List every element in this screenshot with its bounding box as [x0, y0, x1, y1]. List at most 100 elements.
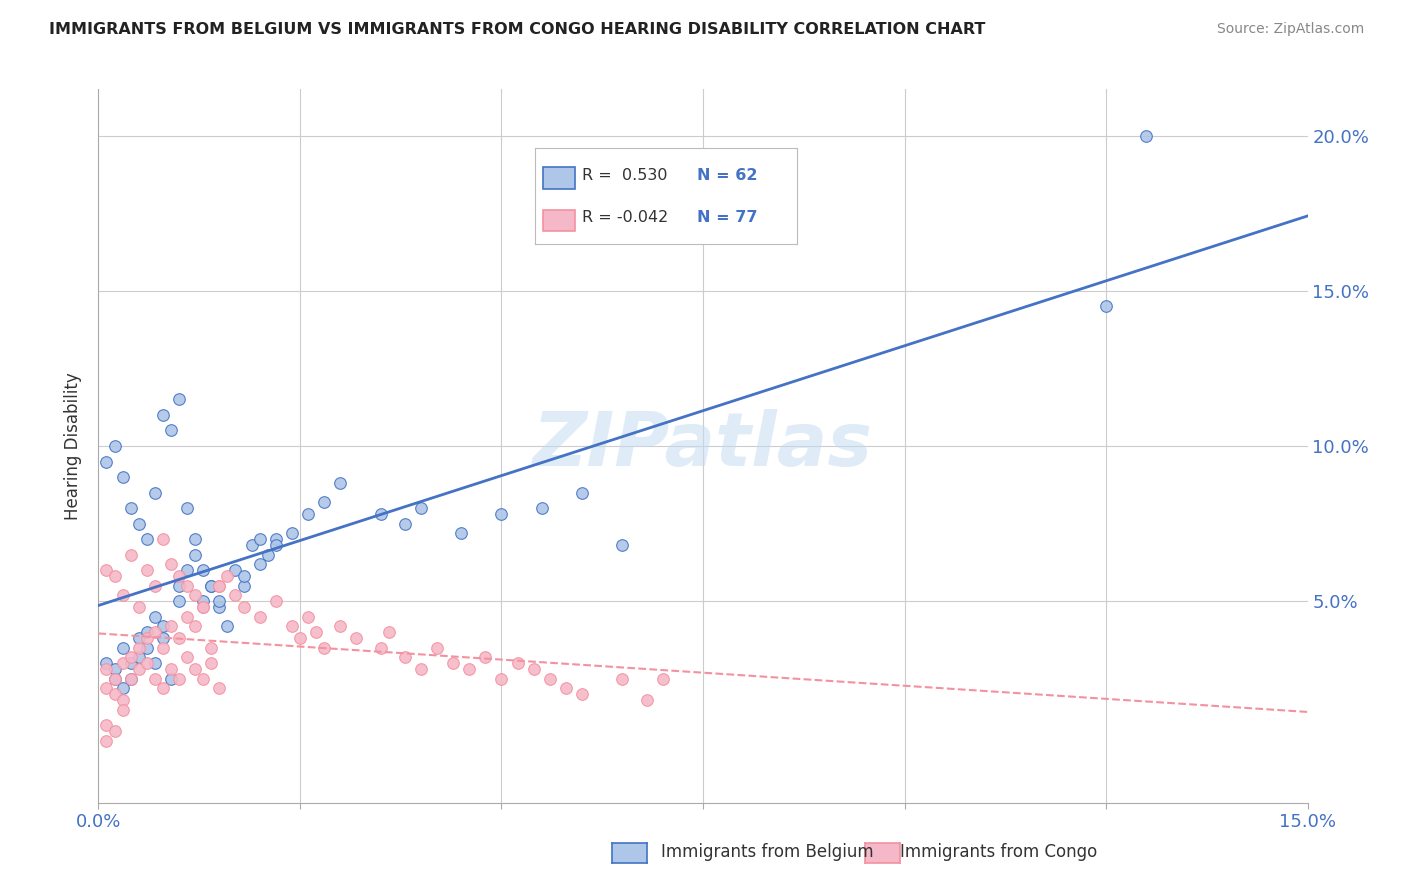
Point [571, 485, 593, 500]
Text: N = 62: N = 62 [697, 168, 758, 183]
Point [111, 470, 134, 484]
Point [167, 569, 190, 583]
Point [264, 538, 287, 552]
Point [394, 516, 416, 531]
Point [538, 672, 561, 686]
Point [208, 579, 231, 593]
Point [176, 609, 198, 624]
Point [96, 563, 118, 577]
Point [143, 656, 166, 670]
Text: R = -0.042: R = -0.042 [582, 210, 669, 225]
Text: Immigrants from Congo: Immigrants from Congo [900, 843, 1097, 861]
Point [160, 662, 183, 676]
Point [135, 632, 157, 646]
Text: R =  0.530: R = 0.530 [582, 168, 668, 183]
Point [111, 681, 134, 695]
Point [143, 609, 166, 624]
Point [249, 557, 271, 571]
Point [288, 632, 311, 646]
Point [426, 640, 449, 655]
Point [176, 501, 198, 516]
Point [143, 672, 166, 686]
Point [96, 681, 118, 695]
Point [176, 650, 198, 665]
Point [135, 532, 157, 546]
Point [193, 672, 215, 686]
Point [193, 594, 215, 608]
Point [523, 662, 546, 676]
FancyBboxPatch shape [543, 168, 575, 188]
Point [128, 632, 150, 646]
Point [96, 733, 118, 747]
Text: Immigrants from Belgium: Immigrants from Belgium [661, 843, 873, 861]
Point [256, 548, 278, 562]
Point [143, 579, 166, 593]
Point [152, 632, 174, 646]
Point [217, 619, 239, 633]
Point [120, 501, 142, 516]
Point [314, 640, 336, 655]
Point [249, 609, 271, 624]
Point [329, 619, 352, 633]
Point [377, 625, 399, 640]
Point [96, 656, 118, 670]
Point [96, 718, 118, 732]
Y-axis label: Hearing Disability: Hearing Disability [65, 372, 83, 520]
Point [143, 485, 166, 500]
Point [111, 703, 134, 717]
Point [370, 508, 392, 522]
Point [167, 672, 190, 686]
Point [111, 693, 134, 707]
Point [200, 640, 222, 655]
Point [128, 640, 150, 655]
FancyBboxPatch shape [543, 210, 575, 231]
Point [636, 693, 658, 707]
Point [224, 563, 246, 577]
Point [1135, 128, 1157, 143]
Point [249, 532, 271, 546]
Point [240, 538, 263, 552]
Point [329, 476, 352, 491]
Point [571, 687, 593, 701]
Point [208, 594, 231, 608]
Point [458, 662, 481, 676]
Point [120, 672, 142, 686]
Point [450, 525, 472, 540]
Point [135, 625, 157, 640]
Text: N = 77: N = 77 [697, 210, 758, 225]
Point [232, 600, 254, 615]
Point [128, 516, 150, 531]
Point [103, 724, 125, 739]
Point [474, 650, 496, 665]
Point [152, 408, 174, 422]
Point [193, 600, 215, 615]
Point [297, 508, 319, 522]
Point [103, 687, 125, 701]
Point [176, 579, 198, 593]
Point [232, 579, 254, 593]
Point [111, 640, 134, 655]
Point [160, 619, 183, 633]
Point [184, 619, 207, 633]
Point [193, 600, 215, 615]
Point [184, 532, 207, 546]
Point [344, 632, 367, 646]
Point [103, 569, 125, 583]
Point [264, 594, 287, 608]
Point [200, 579, 222, 593]
Point [167, 392, 190, 407]
Point [208, 579, 231, 593]
Point [491, 672, 513, 686]
Point [120, 672, 142, 686]
Point [281, 619, 304, 633]
Point [103, 439, 125, 453]
Point [160, 672, 183, 686]
Point [120, 650, 142, 665]
Point [506, 656, 529, 670]
Point [167, 594, 190, 608]
Point [184, 662, 207, 676]
Point [135, 640, 157, 655]
Point [111, 588, 134, 602]
Point [96, 662, 118, 676]
Point [193, 563, 215, 577]
